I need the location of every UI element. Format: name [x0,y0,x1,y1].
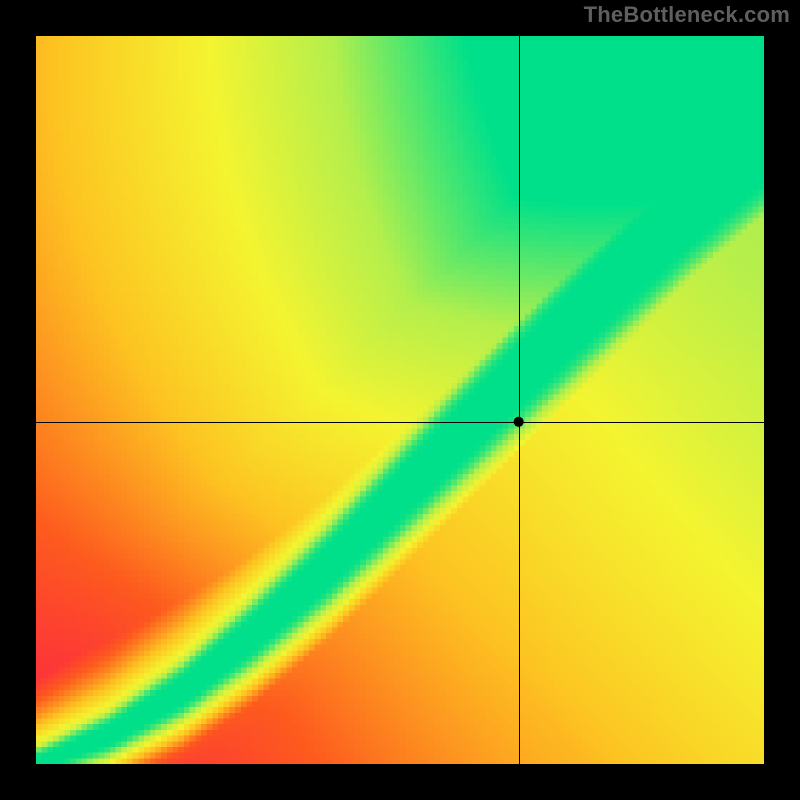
chart-stage: TheBottleneck.com [0,0,800,800]
overlay-canvas [0,0,800,800]
watermark-label: TheBottleneck.com [584,2,790,28]
